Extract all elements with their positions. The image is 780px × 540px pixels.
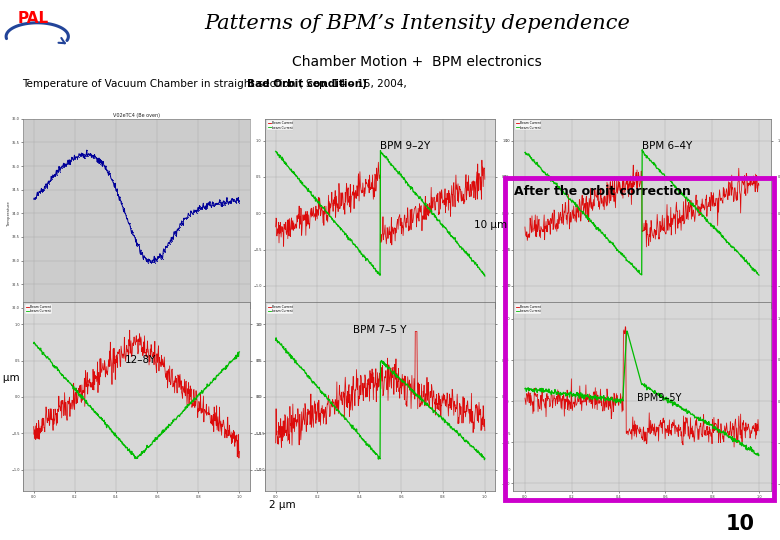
Text: BPM9–5Y: BPM9–5Y bbox=[636, 393, 681, 403]
Text: 12–8Y: 12–8Y bbox=[125, 355, 157, 366]
Text: Temperature of Vacuum Chamber in straight section ( Sep. 14 – 15, 2004,: Temperature of Vacuum Chamber in straigh… bbox=[22, 79, 413, 89]
Text: 5 μm: 5 μm bbox=[0, 373, 20, 383]
Text: Chamber Motion +  BPM electronics: Chamber Motion + BPM electronics bbox=[292, 55, 542, 69]
X-axis label: Time: Time bbox=[132, 316, 141, 321]
Title: V02eTC4 (Be oven): V02eTC4 (Be oven) bbox=[113, 113, 160, 118]
Legend: Beam Current, beam Current: Beam Current, beam Current bbox=[267, 120, 293, 131]
Text: Patterns of BPM’s Intensity dependence: Patterns of BPM’s Intensity dependence bbox=[204, 14, 630, 33]
Text: BPM 6–4Y: BPM 6–4Y bbox=[642, 141, 692, 152]
Y-axis label: Temperature: Temperature bbox=[7, 201, 11, 226]
Text: 10: 10 bbox=[725, 514, 754, 534]
Text: 10 μm: 10 μm bbox=[474, 220, 507, 229]
Text: PAL: PAL bbox=[17, 11, 48, 26]
Bar bbox=[505, 178, 774, 500]
Legend: Beam Current, beam Current: Beam Current, beam Current bbox=[267, 304, 293, 314]
Text: After the orbit correction: After the orbit correction bbox=[514, 185, 691, 198]
Text: 2 μm: 2 μm bbox=[269, 500, 296, 510]
Legend: Beam Current, beam Current: Beam Current, beam Current bbox=[515, 120, 541, 131]
Legend: Beam Current, beam Current: Beam Current, beam Current bbox=[25, 304, 51, 314]
Legend: Beam Current, beam Current: Beam Current, beam Current bbox=[515, 304, 541, 314]
Text: BPM 7–5 Y: BPM 7–5 Y bbox=[353, 325, 406, 335]
Text: Bad Orbit condition): Bad Orbit condition) bbox=[246, 79, 367, 89]
Text: BPM 9–2Y: BPM 9–2Y bbox=[381, 141, 431, 152]
